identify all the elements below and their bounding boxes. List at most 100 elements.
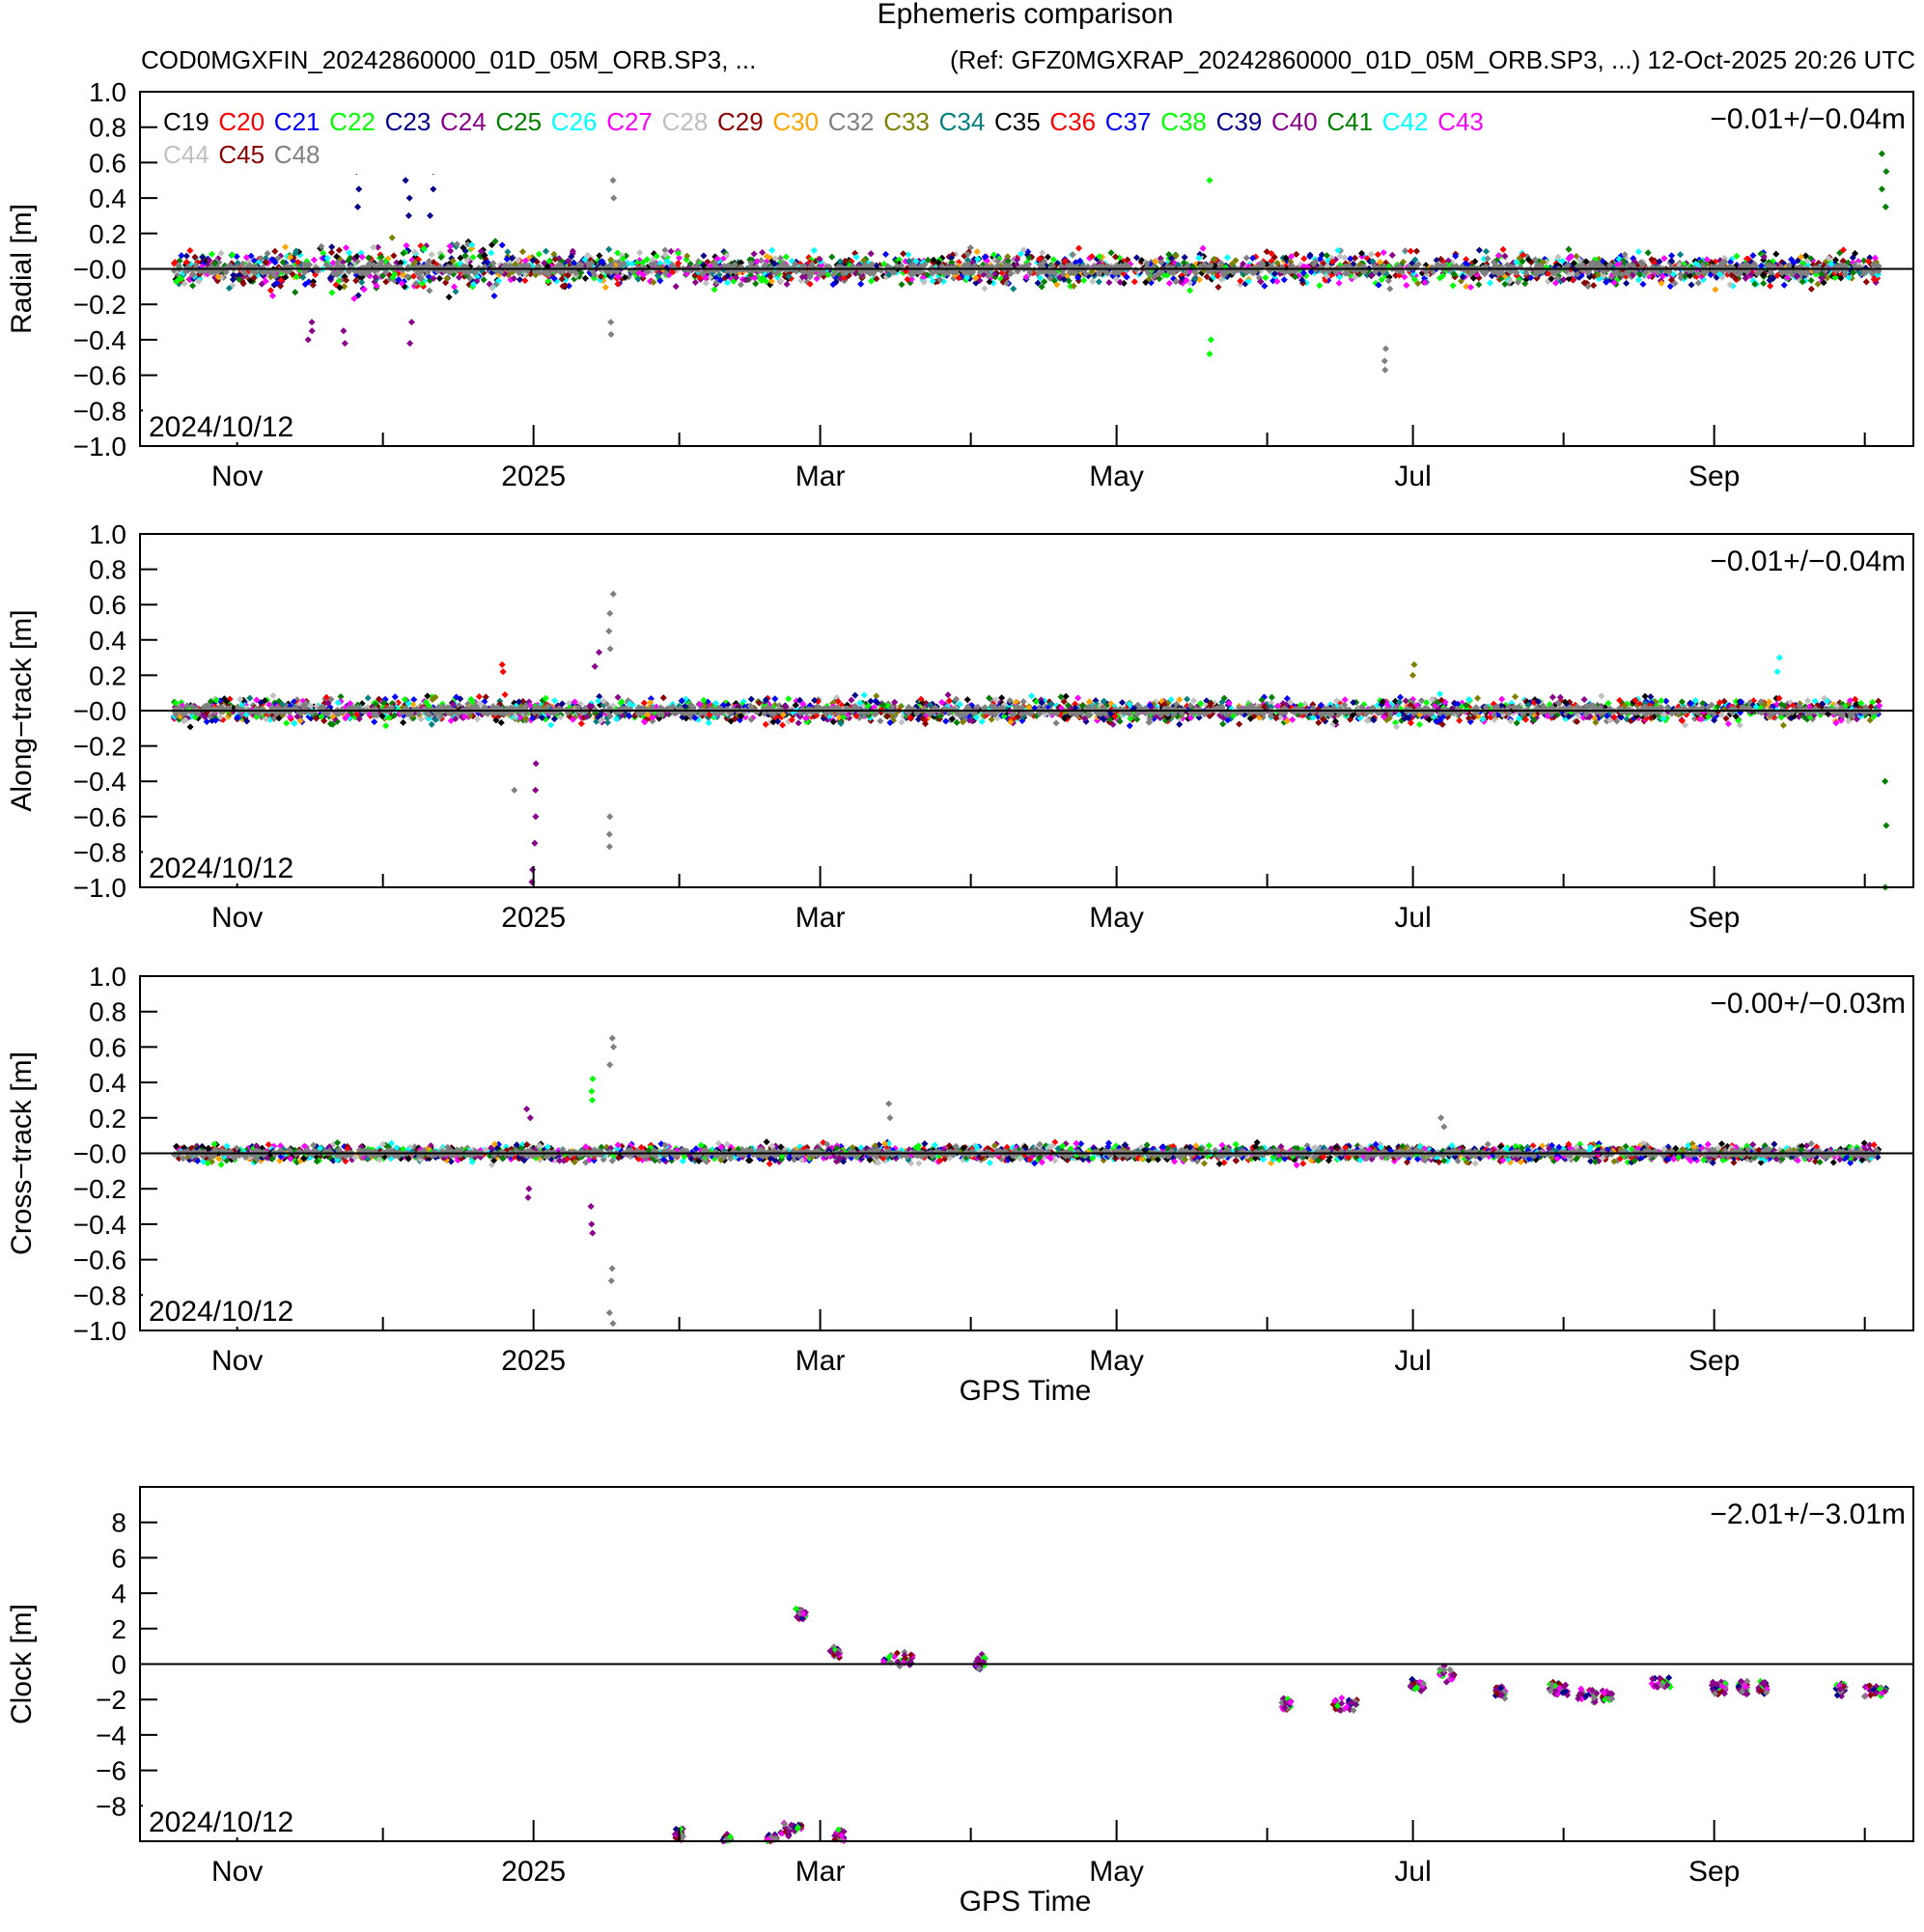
- data-point: [1069, 251, 1076, 259]
- data-point: [304, 336, 312, 344]
- data-point: [1436, 690, 1444, 698]
- data-point: [577, 719, 585, 728]
- data-point: [407, 319, 415, 326]
- data-point: [1165, 279, 1173, 287]
- data-point: [785, 695, 793, 703]
- data-point: [400, 718, 407, 726]
- date-label: 2024/10/12: [149, 411, 293, 443]
- data-point: [1300, 255, 1308, 263]
- y-tick-label: 0.6: [89, 148, 126, 178]
- data-point: [1760, 279, 1768, 288]
- data-point: [1511, 693, 1520, 701]
- data-point: [860, 691, 868, 699]
- y-tick-label: −0.4: [73, 325, 126, 355]
- y-tick-label: 0.4: [89, 183, 126, 213]
- data-point: [1590, 282, 1598, 290]
- data-point: [1403, 281, 1410, 290]
- data-point: [981, 285, 989, 293]
- data-point: [1262, 274, 1269, 282]
- y-tick-label: −1.0: [73, 432, 126, 462]
- legend-entry: C35: [994, 107, 1041, 136]
- legend-entry: C48: [274, 140, 321, 169]
- data-point: [271, 247, 279, 255]
- legend: C19 C20 C21 C22 C23 C24 C25 C26 C27 C28 C29 C30 C32 C…: [157, 106, 1493, 174]
- data-point: [1803, 697, 1812, 705]
- data-point: [1687, 281, 1695, 289]
- data-point: [488, 241, 496, 249]
- data-point: [810, 246, 818, 254]
- data-point: [490, 292, 498, 300]
- data-point: [340, 327, 348, 335]
- data-point: [406, 340, 414, 348]
- data-point: [1780, 281, 1788, 289]
- data-point: [435, 274, 443, 282]
- data-point: [1380, 357, 1388, 365]
- data-point: [1677, 251, 1685, 259]
- reference-filename: (Ref: GFZ0MGXRAP_20242860000_01D_05M_ORB…: [950, 45, 1915, 74]
- product-filename: COD0MGXFIN_20242860000_01D_05M_ORB.SP3, …: [141, 45, 756, 74]
- data-point: [601, 284, 609, 292]
- data-point: [636, 249, 644, 257]
- data-point: [189, 282, 197, 290]
- y-tick-label: 0.2: [89, 219, 126, 249]
- data-point: [1381, 345, 1390, 352]
- data-point: [1206, 350, 1213, 358]
- data-point: [782, 253, 790, 261]
- data-point: [1186, 287, 1194, 294]
- data-point: [752, 280, 760, 288]
- legend-entry: C43: [1437, 107, 1484, 136]
- x-tick-label: Mar: [795, 461, 846, 492]
- data-point: [1484, 255, 1492, 263]
- data-point: [750, 250, 758, 258]
- data-point: [702, 279, 710, 287]
- data-point: [1882, 168, 1890, 176]
- data-point: [848, 696, 855, 704]
- legend-entry: C23: [385, 107, 432, 136]
- data-point: [1466, 283, 1475, 292]
- legend-entry: C25: [495, 107, 542, 136]
- data-point: [1080, 276, 1088, 284]
- data-point: [182, 252, 190, 260]
- data-point: [610, 194, 618, 202]
- data-point: [1184, 695, 1191, 703]
- data-point: [1118, 699, 1127, 707]
- data-point: [535, 250, 543, 258]
- data-point: [900, 250, 907, 258]
- data-point: [881, 250, 890, 258]
- data-point: [390, 252, 398, 260]
- data-point: [1126, 722, 1133, 730]
- data-point: [518, 248, 527, 256]
- data-point: [217, 249, 225, 257]
- y-axis-label: Radial [m]: [6, 204, 38, 334]
- legend-entry: C37: [1105, 107, 1152, 136]
- legend-entry: C22: [329, 107, 376, 136]
- legend-entry: C33: [883, 107, 930, 136]
- data-point: [335, 246, 343, 254]
- data-point: [1374, 251, 1381, 259]
- data-point: [364, 694, 372, 702]
- data-point: [857, 280, 865, 288]
- legend-entry: C45: [218, 140, 265, 169]
- panel-along: 1.00.80.60.40.2−0.0−0.2−0.4−0.6−0.8−1.0A…: [6, 519, 1914, 934]
- data-point: [1074, 244, 1083, 252]
- data-points: [170, 150, 1890, 374]
- legend-entry: C44: [163, 140, 209, 169]
- data-point: [1878, 150, 1885, 157]
- data-point: [1449, 282, 1457, 290]
- x-tick-label: 2025: [501, 461, 566, 492]
- x-tick-label: Nov: [211, 461, 263, 492]
- data-point: [371, 718, 378, 726]
- y-tick-label: 0.8: [89, 113, 126, 143]
- data-point: [795, 719, 802, 727]
- data-point: [283, 719, 291, 727]
- data-point: [1223, 254, 1232, 262]
- y-tick-label: −0.2: [73, 290, 126, 320]
- data-point: [428, 251, 435, 259]
- legend-entry: C27: [606, 107, 653, 136]
- data-point: [1095, 278, 1102, 286]
- panel-radial: 1.00.80.60.40.2−0.0−0.2−0.4−0.6−0.8−1.0R…: [6, 77, 1914, 492]
- data-point: [282, 243, 290, 251]
- legend-entry: C19: [163, 107, 209, 136]
- data-point: [521, 277, 529, 285]
